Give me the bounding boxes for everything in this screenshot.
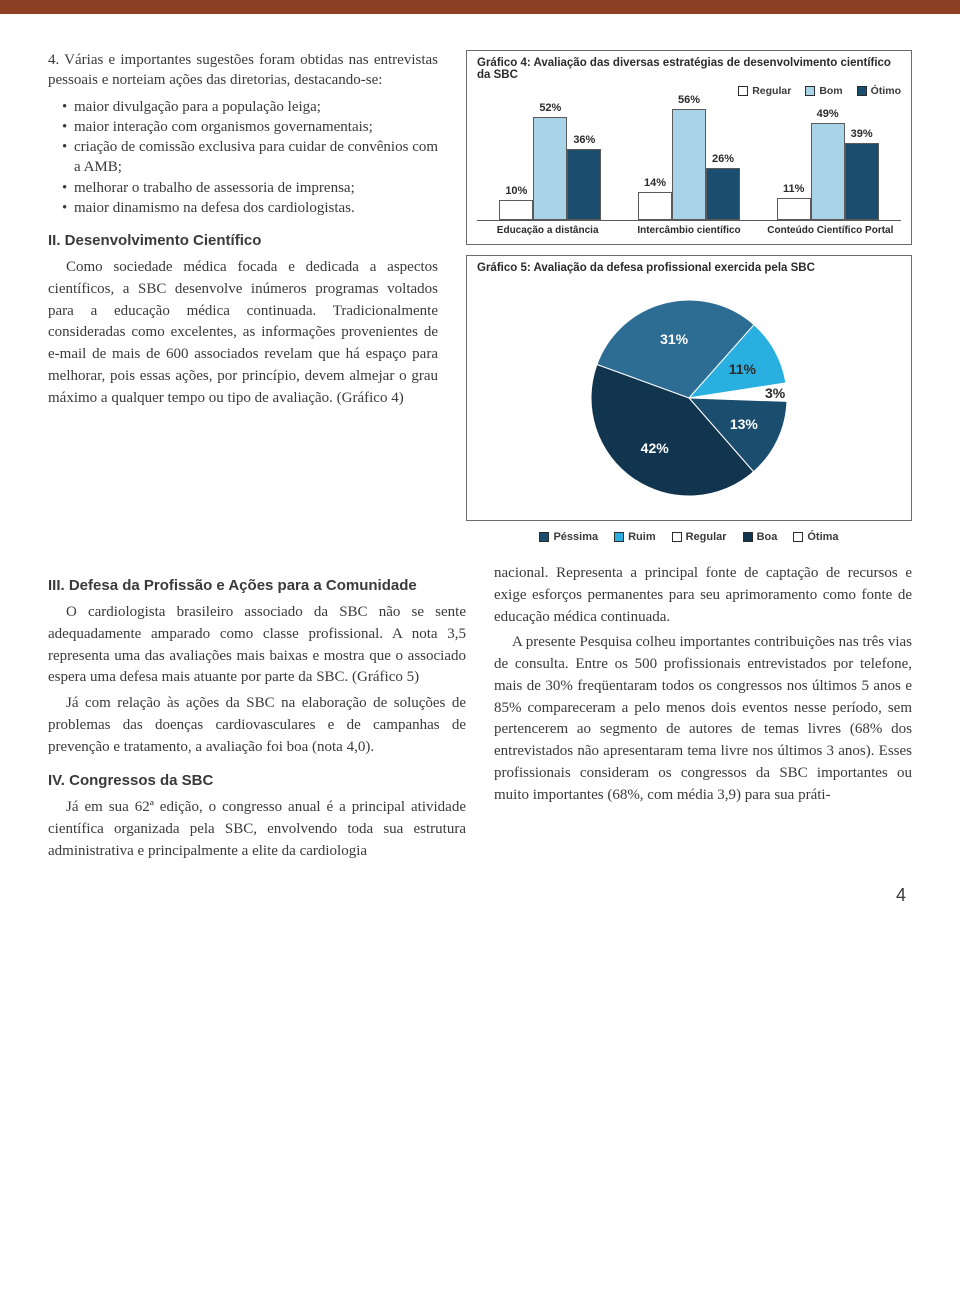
rightcol-para1: nacional. Representa a principal fonte d… bbox=[494, 563, 912, 628]
charts-block: Gráfico 4: Avaliação das diversas estrat… bbox=[466, 50, 912, 545]
bar: 39% bbox=[845, 143, 879, 220]
xlabel: Conteúdo Científico Portal bbox=[760, 225, 901, 236]
bar: 26% bbox=[706, 168, 740, 220]
list-item: maior dinamismo na defesa dos cardiologi… bbox=[62, 198, 438, 218]
intro-bullets: maior divulgação para a população leiga;… bbox=[48, 97, 438, 219]
xlabel: Educação a distância bbox=[477, 225, 618, 236]
legend-item-bom: Bom bbox=[805, 85, 842, 97]
list-item: criação de comissão exclusiva para cuida… bbox=[62, 137, 438, 178]
bar: 14% bbox=[638, 192, 672, 220]
bar: 52% bbox=[533, 117, 567, 220]
bar-value-label: 36% bbox=[568, 134, 600, 146]
pie-label: 3% bbox=[765, 385, 786, 401]
section3-para1: O cardiologista brasileiro associado da … bbox=[48, 602, 466, 689]
chart4-container: Gráfico 4: Avaliação das diversas estrat… bbox=[466, 50, 912, 245]
bar: 56% bbox=[672, 109, 706, 220]
pie-label: 42% bbox=[641, 440, 670, 456]
chart5-plot: 31% 11% 3% 13% 42% bbox=[477, 278, 901, 512]
list-item: melhorar o trabalho de assessoria de imp… bbox=[62, 178, 438, 198]
list-item: maior divulgação para a população leiga; bbox=[62, 97, 438, 117]
bar-value-label: 39% bbox=[846, 128, 878, 140]
bar-value-label: 11% bbox=[778, 183, 810, 195]
bar-group: 11%49%39% bbox=[758, 101, 897, 220]
intro-lead: 4. Várias e importantes sugestões foram … bbox=[48, 50, 438, 91]
lower-columns: III. Defesa da Profissão e Ações para a … bbox=[48, 563, 912, 867]
section4-heading: IV. Congressos da SBC bbox=[48, 772, 466, 789]
bar-value-label: 49% bbox=[812, 108, 844, 120]
bar: 49% bbox=[811, 123, 845, 220]
page-content: 4. Várias e importantes sugestões foram … bbox=[0, 14, 960, 930]
legend-item-ruim: Ruim bbox=[614, 531, 656, 543]
legend-item-otima: Ótima bbox=[793, 531, 838, 543]
header-bar bbox=[0, 0, 960, 14]
lower-left-col: III. Defesa da Profissão e Ações para a … bbox=[48, 563, 466, 867]
bar-value-label: 14% bbox=[639, 177, 671, 189]
section4-para: Já em sua 62ª edição, o congresso anual … bbox=[48, 797, 466, 862]
bar-group: 10%52%36% bbox=[481, 101, 620, 220]
lower-right-col: nacional. Representa a principal fonte d… bbox=[494, 563, 912, 867]
legend-item-regular: Regular bbox=[672, 531, 727, 543]
chart4-title: Gráfico 4: Avaliação das diversas estrat… bbox=[477, 57, 901, 81]
section2-para: Como sociedade médica focada e dedicada … bbox=[48, 257, 438, 409]
bar-value-label: 52% bbox=[534, 102, 566, 114]
pie-label: 31% bbox=[660, 331, 689, 347]
xlabel: Intercâmbio científico bbox=[618, 225, 759, 236]
rightcol-para2: A presente Pesquisa colheu importantes c… bbox=[494, 632, 912, 806]
legend-item-otimo: Ótimo bbox=[857, 85, 901, 97]
bar-group: 14%56%26% bbox=[620, 101, 759, 220]
page-number: 4 bbox=[48, 885, 912, 906]
bar-value-label: 56% bbox=[673, 94, 705, 106]
chart5-container: Gráfico 5: Avaliação da defesa profissio… bbox=[466, 255, 912, 521]
chart4-xlabels: Educação a distância Intercâmbio científ… bbox=[477, 225, 901, 236]
chart5-title: Gráfico 5: Avaliação da defesa profissio… bbox=[477, 262, 901, 274]
pie-label: 11% bbox=[729, 361, 757, 377]
pie-label: 13% bbox=[730, 416, 759, 432]
bar: 11% bbox=[777, 198, 811, 220]
section2-heading: II. Desenvolvimento Científico bbox=[48, 232, 438, 249]
intro-block: 4. Várias e importantes sugestões foram … bbox=[48, 50, 438, 545]
bar-value-label: 10% bbox=[500, 185, 532, 197]
list-item: maior interação com organismos govername… bbox=[62, 117, 438, 137]
bar: 10% bbox=[499, 200, 533, 220]
bar: 36% bbox=[567, 149, 601, 220]
section3-para2: Já com relação às ações da SBC na elabor… bbox=[48, 693, 466, 758]
legend-item-regular: Regular bbox=[738, 85, 791, 97]
bar-value-label: 26% bbox=[707, 153, 739, 165]
section3-heading: III. Defesa da Profissão e Ações para a … bbox=[48, 577, 466, 594]
chart5-legend: Péssima Ruim Regular Boa Ótima bbox=[466, 531, 912, 543]
chart4-plot: 10%52%36%14%56%26%11%49%39% bbox=[477, 101, 901, 221]
legend-item-boa: Boa bbox=[743, 531, 778, 543]
legend-item-pessima: Péssima bbox=[539, 531, 598, 543]
